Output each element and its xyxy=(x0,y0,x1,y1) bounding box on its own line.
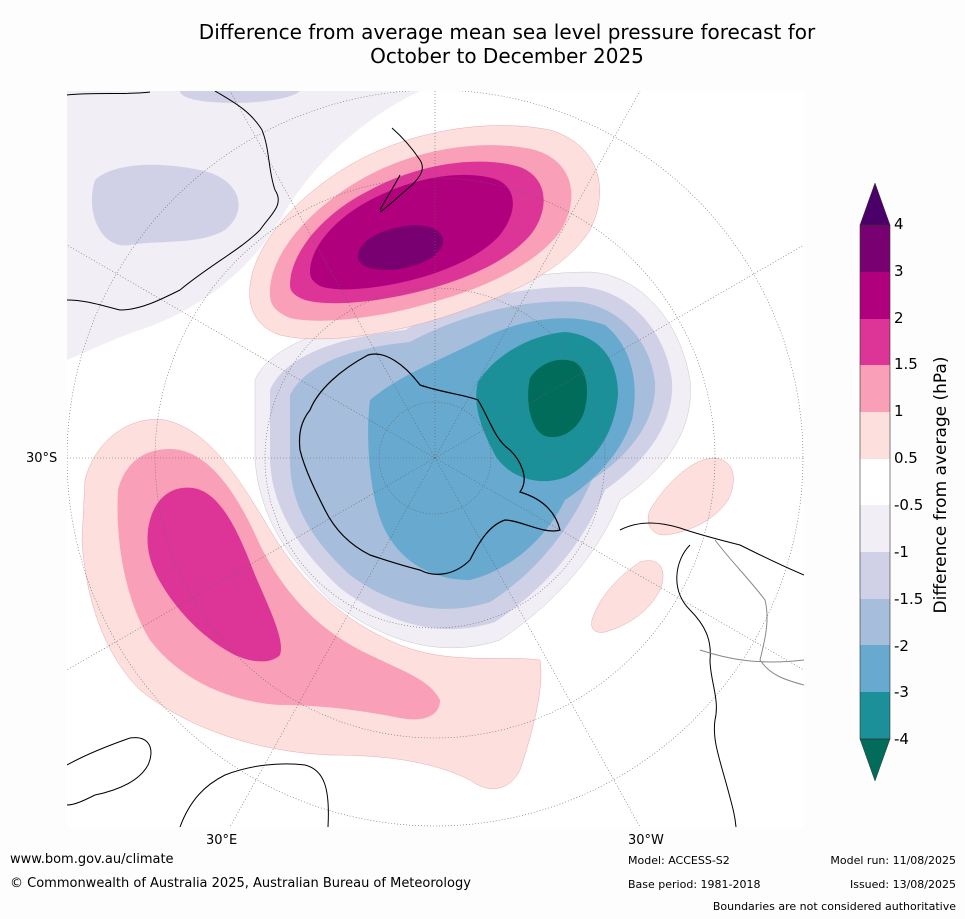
colorbar-tick: -1 xyxy=(894,543,909,561)
colorbar-tick: -3 xyxy=(894,683,909,701)
anomaly-minus-0.5-northwest xyxy=(67,91,420,360)
anomaly-plus-1.5-west xyxy=(147,487,281,662)
colorbar-tick: 0.5 xyxy=(894,449,918,467)
south-america-borders xyxy=(699,539,804,686)
colorbar-extend-max xyxy=(859,182,891,226)
anomaly-minus-1-northwest xyxy=(91,164,239,246)
colorbar-tick: 1.5 xyxy=(894,355,918,373)
colorbar-title: Difference from average (hPa) xyxy=(931,356,951,614)
base-period-text: Base period: 1981-2018 xyxy=(628,878,761,891)
colorbar-tick: 4 xyxy=(894,215,904,233)
colorbar-tick: -0.5 xyxy=(894,496,924,514)
disclaimer-text: Boundaries are not considered authoritat… xyxy=(712,900,956,913)
model-text: Model: ACCESS-S2 xyxy=(628,854,730,867)
lon-label-30w: 30°W xyxy=(628,833,664,848)
colorbar-tick: 3 xyxy=(894,262,904,280)
colorbar-extend-min xyxy=(859,738,891,782)
anomaly-plus-0.5-southeast xyxy=(591,560,664,633)
map-title-line2: October to December 2025 xyxy=(370,44,644,68)
colorbar-tick: 2 xyxy=(894,309,904,327)
anomaly-minus-4 xyxy=(528,359,587,438)
colorbar xyxy=(859,182,891,782)
issued-text: Issued: 13/08/2025 xyxy=(849,878,956,891)
lon-label-30e: 30°E xyxy=(206,833,238,848)
anomaly-minus-1-north xyxy=(180,91,300,103)
model-run-text: Model run: 11/08/2025 xyxy=(830,854,956,867)
antarctica-coastline xyxy=(298,353,561,575)
africa-coastline xyxy=(67,737,329,827)
new-zealand-coastline xyxy=(379,127,423,213)
copyright-text: © Commonwealth of Australia 2025, Austra… xyxy=(10,876,471,891)
anomaly-plus-0.5-east xyxy=(647,457,734,536)
map-title-line1: Difference from average mean sea level p… xyxy=(198,20,816,44)
colorbar-tick: -4 xyxy=(894,730,909,748)
colorbar-tick: 1 xyxy=(894,402,904,420)
south-america-coastline xyxy=(619,522,804,827)
website-link[interactable]: www.bom.gov.au/climate xyxy=(10,852,174,867)
map-title: Difference from average mean sea level p… xyxy=(0,20,965,68)
colorbar-tick: -1.5 xyxy=(894,590,924,608)
australia-coastline xyxy=(67,91,279,311)
colorbar-tick: -2 xyxy=(894,637,909,655)
lat-label-30s: 30°S xyxy=(26,451,58,466)
anomaly-plus-3-north xyxy=(357,225,444,270)
